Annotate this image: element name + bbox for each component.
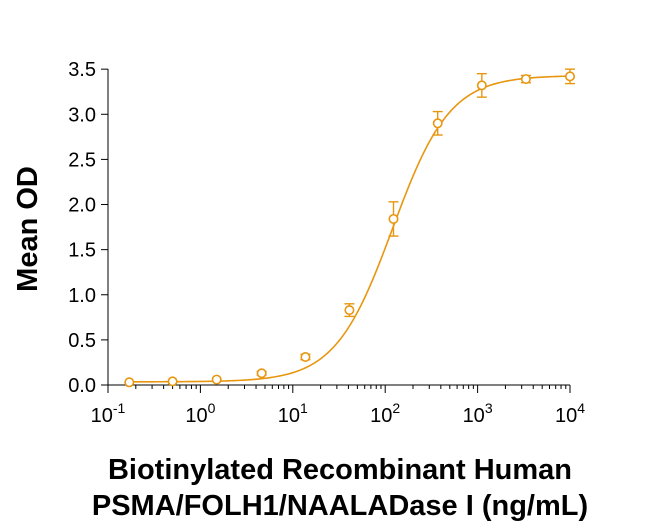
data-point bbox=[124, 377, 135, 388]
data-point bbox=[211, 374, 222, 385]
data-point bbox=[432, 110, 443, 136]
data-point bbox=[344, 303, 355, 318]
data-point bbox=[167, 376, 178, 387]
x-tick-label: 101 bbox=[278, 400, 308, 427]
data-point bbox=[564, 68, 575, 85]
y-tick-label: 3.5 bbox=[68, 59, 96, 81]
y-tick-label: 1.0 bbox=[68, 285, 96, 307]
data-point bbox=[300, 352, 311, 363]
y-tick-label: 0.0 bbox=[68, 375, 96, 397]
y-tick-label: 2.5 bbox=[68, 149, 96, 171]
point-marker bbox=[344, 305, 355, 316]
data-point bbox=[388, 201, 399, 237]
x-tick-label: 100 bbox=[185, 400, 215, 427]
x-axis: 10-1 100 101 102 103 104 bbox=[91, 384, 585, 427]
x-axis-title-line-2: PSMA/FOLH1/NAALADase I (ng/mL) bbox=[92, 490, 588, 522]
fit-curve bbox=[129, 75, 571, 383]
data-point bbox=[256, 368, 267, 379]
y-tick-label: 1.5 bbox=[68, 240, 96, 262]
point-marker bbox=[432, 118, 443, 129]
y-axis-title: Mean OD bbox=[12, 166, 44, 292]
y-tick-label: 3.0 bbox=[68, 104, 96, 126]
y-axis: 0.0 0.5 1.0 1.5 2.0 2.5 3.0 3.5 bbox=[68, 59, 109, 397]
point-marker bbox=[124, 377, 135, 388]
point-marker bbox=[520, 74, 531, 85]
point-marker bbox=[564, 71, 575, 82]
point-marker bbox=[388, 213, 399, 224]
point-marker bbox=[167, 376, 178, 387]
x-tick-label: 103 bbox=[463, 400, 493, 427]
y-tick-label: 0.5 bbox=[68, 330, 96, 352]
point-marker bbox=[300, 352, 311, 363]
point-marker bbox=[476, 80, 487, 91]
x-tick-label: 104 bbox=[555, 400, 585, 427]
point-marker bbox=[256, 368, 267, 379]
data-point bbox=[520, 74, 531, 85]
fit-curve-group bbox=[129, 75, 571, 383]
x-axis-title-line-1: Biotinylated Recombinant Human bbox=[108, 454, 572, 486]
data-point bbox=[476, 72, 487, 98]
x-tick-label: 10-1 bbox=[91, 400, 126, 427]
data-points-group bbox=[124, 68, 575, 388]
y-tick-label: 2.0 bbox=[68, 195, 96, 217]
point-marker bbox=[211, 374, 222, 385]
x-tick-label: 102 bbox=[370, 400, 400, 427]
